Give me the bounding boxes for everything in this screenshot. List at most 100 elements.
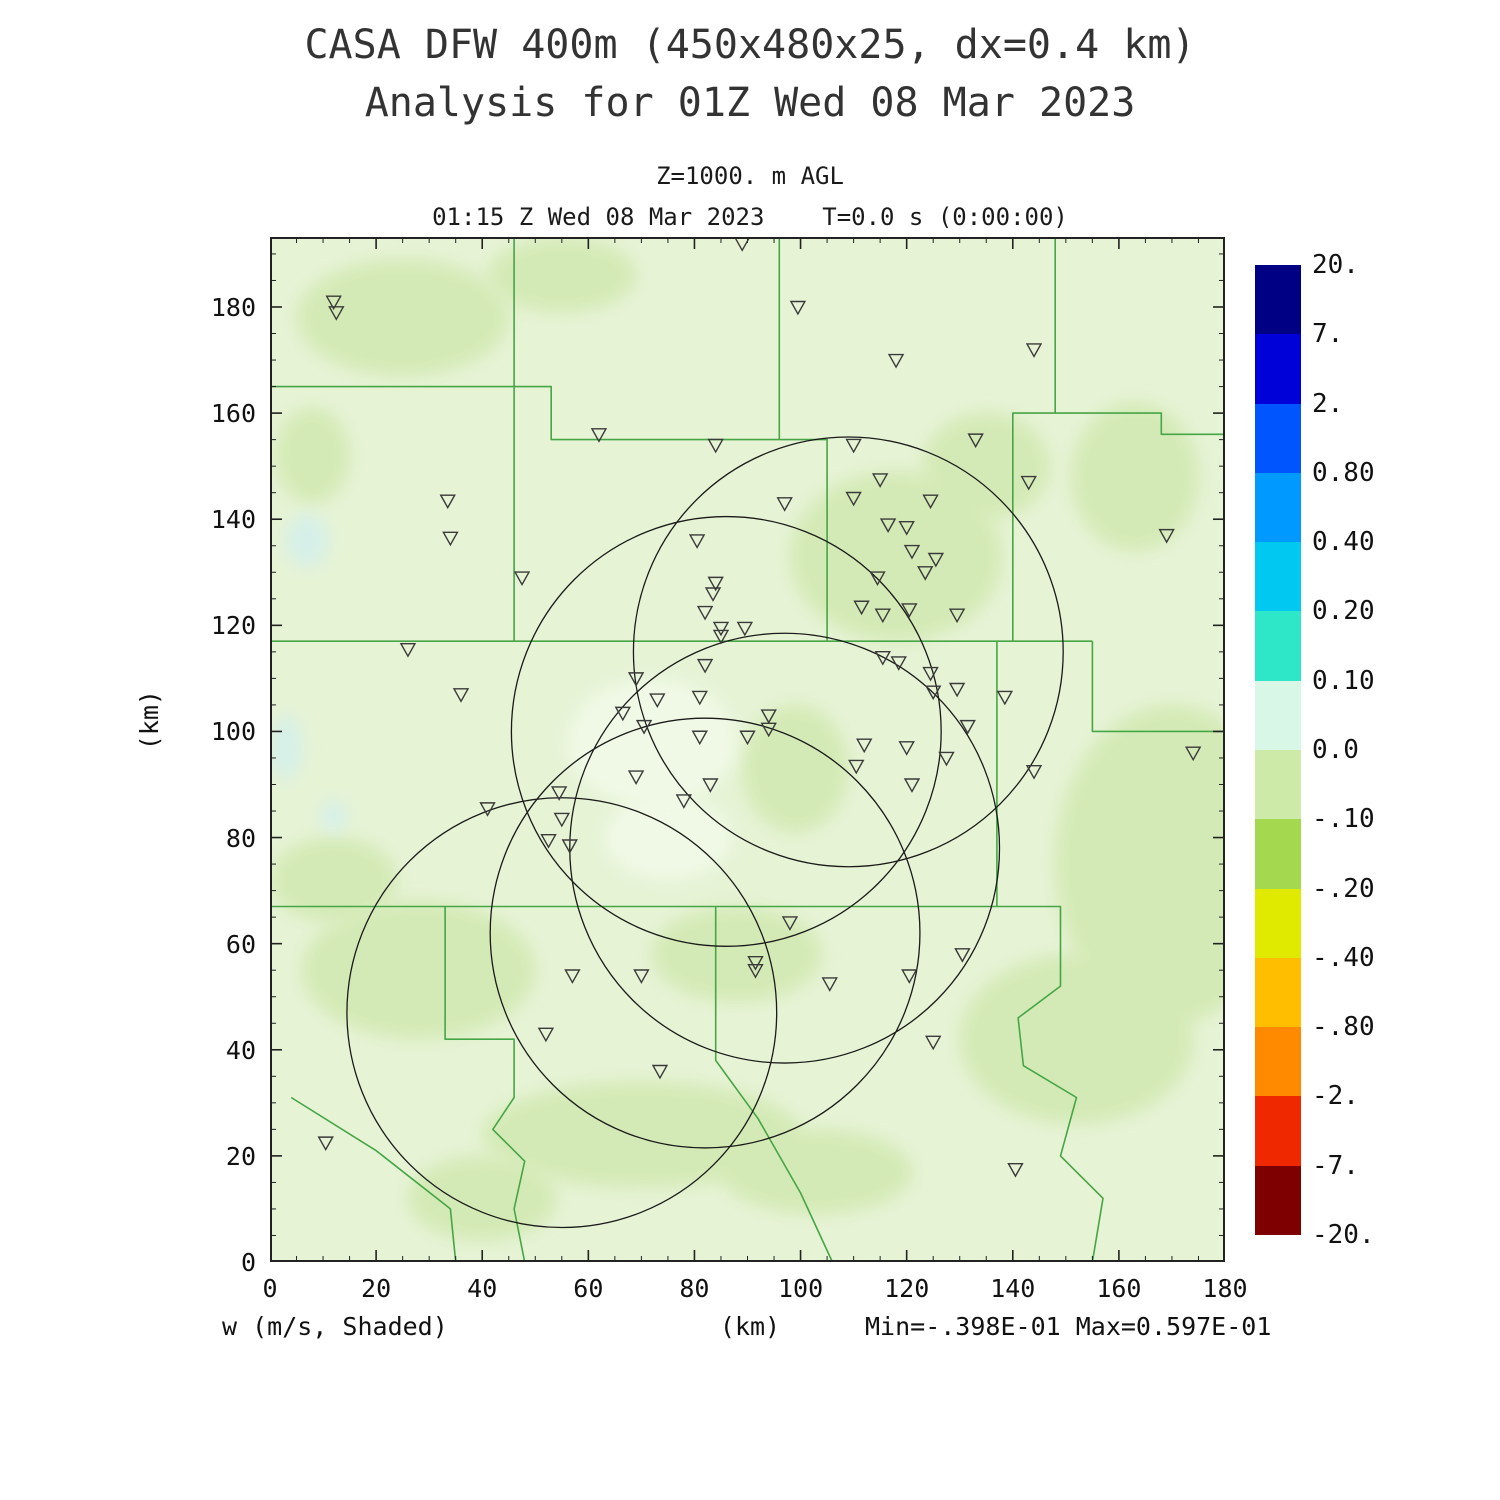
colorbar-segment xyxy=(1255,680,1301,750)
x-tick-label: 80 xyxy=(679,1274,710,1303)
station-marker xyxy=(890,656,907,671)
station-markers xyxy=(317,237,1202,1178)
shading-patch xyxy=(1071,402,1199,552)
station-marker xyxy=(707,438,724,454)
station-marker xyxy=(540,834,557,849)
colorbar-label: -7. xyxy=(1312,1150,1359,1181)
x-tick-label: 40 xyxy=(467,1274,498,1303)
station-marker xyxy=(903,778,921,793)
station-marker xyxy=(917,566,934,581)
y-tick-label: 160 xyxy=(210,399,256,429)
station-marker xyxy=(922,494,939,510)
colorbar-segment xyxy=(1255,265,1301,335)
shading-patch xyxy=(296,259,509,376)
station-marker xyxy=(996,690,1014,706)
y-tick-label: 140 xyxy=(210,505,256,535)
shading-patch xyxy=(922,413,1050,520)
colorbar-label: 7. xyxy=(1312,319,1344,350)
station-marker xyxy=(776,497,793,512)
y-tick-label: 80 xyxy=(225,823,256,853)
colorbar xyxy=(1255,265,1301,1235)
station-marker xyxy=(874,608,891,624)
station-marker xyxy=(1158,528,1175,544)
colorbar-label: 0.0 xyxy=(1312,735,1359,765)
county-boundary xyxy=(1091,641,1225,733)
station-marker xyxy=(590,428,608,443)
station-marker xyxy=(691,690,708,706)
station-marker xyxy=(903,544,921,560)
county-boundary xyxy=(1011,238,1057,642)
station-marker xyxy=(627,672,645,687)
station-marker xyxy=(635,719,653,735)
radar-range-circle xyxy=(346,797,778,1229)
station-marker xyxy=(712,629,730,645)
colorbar-label: 0.20 xyxy=(1312,596,1375,627)
station-marker xyxy=(712,621,730,637)
station-marker xyxy=(898,741,915,756)
station-marker xyxy=(1007,1162,1024,1178)
shading-patch xyxy=(959,954,1194,1125)
county-boundary xyxy=(290,1096,457,1262)
station-marker xyxy=(856,738,873,754)
shading-patch xyxy=(742,704,849,833)
y-tick-label: 180 xyxy=(210,292,256,322)
county-boundary xyxy=(444,906,526,1262)
y-tick-label: 120 xyxy=(210,611,256,641)
station-marker xyxy=(1020,475,1037,491)
county-boundary xyxy=(514,385,780,441)
station-marker xyxy=(925,1035,942,1051)
shading-patch xyxy=(720,1129,912,1215)
station-marker xyxy=(760,722,777,738)
station-marker xyxy=(696,658,714,674)
colorbar-label: 20. xyxy=(1312,250,1359,280)
station-marker xyxy=(513,571,531,587)
station-marker xyxy=(550,786,568,801)
station-marker xyxy=(948,608,966,624)
shading-patch xyxy=(487,238,637,313)
station-marker xyxy=(821,977,838,992)
station-marker xyxy=(845,491,862,507)
shading-patch xyxy=(1055,704,1225,1024)
x-axis-label: (km) xyxy=(719,1312,781,1341)
shading-patch xyxy=(270,715,302,780)
station-marker xyxy=(537,1027,555,1043)
station-marker xyxy=(789,300,807,316)
station-marker xyxy=(442,531,459,547)
station-marker xyxy=(874,650,891,666)
colorbar-segment xyxy=(1255,749,1301,820)
field-label: w (m/s, Shaded) xyxy=(222,1312,448,1341)
x-tick-label: 120 xyxy=(884,1274,930,1303)
colorbar-segment xyxy=(1255,611,1301,681)
station-marker xyxy=(848,759,865,775)
station-marker xyxy=(922,666,939,682)
plot-frame xyxy=(270,237,1225,1262)
shading-patch xyxy=(567,678,737,806)
county-boundaries xyxy=(270,238,1225,1262)
shading-patch xyxy=(285,513,329,567)
y-tick-label: 40 xyxy=(225,1035,256,1065)
radar-range-circle xyxy=(489,717,921,1149)
station-marker xyxy=(901,603,918,618)
station-marker xyxy=(927,552,945,568)
station-marker xyxy=(564,969,581,984)
station-marker xyxy=(781,916,799,931)
station-marker xyxy=(898,520,915,536)
station-marker xyxy=(328,306,345,321)
time-label: 01:15 Z Wed 08 Mar 2023 T=0.0 s (0:00:00… xyxy=(432,203,1068,231)
y-tick-label: 20 xyxy=(225,1141,256,1171)
station-marker xyxy=(879,518,897,533)
colorbar-segment xyxy=(1255,542,1301,612)
station-marker xyxy=(925,685,942,701)
station-marker xyxy=(675,794,693,809)
station-marker xyxy=(1025,343,1043,358)
station-marker xyxy=(959,719,976,735)
colorbar-segment xyxy=(1255,957,1301,1028)
radar-range-circle xyxy=(569,632,1001,1064)
station-marker xyxy=(948,682,966,698)
station-marker xyxy=(691,730,708,746)
station-marker xyxy=(561,839,578,854)
x-tick-label: 180 xyxy=(1202,1274,1248,1303)
x-tick-label: 160 xyxy=(1096,1274,1142,1303)
colorbar-segment xyxy=(1255,334,1301,404)
